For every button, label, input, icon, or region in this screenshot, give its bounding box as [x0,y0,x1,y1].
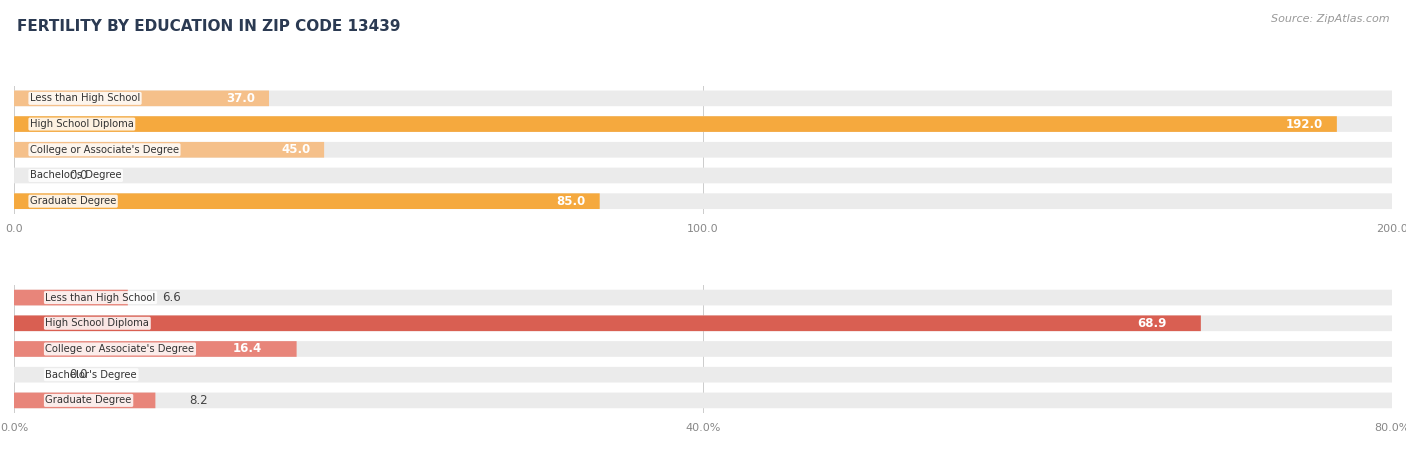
Text: 85.0: 85.0 [557,195,586,208]
FancyBboxPatch shape [14,341,297,357]
FancyBboxPatch shape [14,168,1392,183]
FancyBboxPatch shape [14,290,128,305]
Text: 192.0: 192.0 [1286,117,1323,131]
Text: Graduate Degree: Graduate Degree [45,395,132,405]
FancyBboxPatch shape [14,392,156,408]
FancyBboxPatch shape [14,341,1392,357]
Text: Graduate Degree: Graduate Degree [30,196,117,206]
FancyBboxPatch shape [14,91,1392,106]
FancyBboxPatch shape [14,392,1392,408]
FancyBboxPatch shape [14,290,1392,305]
Text: High School Diploma: High School Diploma [30,119,134,129]
Text: College or Associate's Degree: College or Associate's Degree [30,145,179,155]
FancyBboxPatch shape [14,91,269,106]
Text: 8.2: 8.2 [190,394,208,407]
Text: FERTILITY BY EDUCATION IN ZIP CODE 13439: FERTILITY BY EDUCATION IN ZIP CODE 13439 [17,19,401,34]
Text: 16.4: 16.4 [233,342,262,355]
Text: 37.0: 37.0 [226,92,256,105]
FancyBboxPatch shape [14,116,1392,132]
Text: Source: ZipAtlas.com: Source: ZipAtlas.com [1271,14,1389,24]
Text: High School Diploma: High School Diploma [45,318,149,328]
Text: 68.9: 68.9 [1137,317,1167,330]
Text: Less than High School: Less than High School [30,94,141,104]
Text: 0.0: 0.0 [69,169,87,182]
Text: Bachelor's Degree: Bachelor's Degree [30,171,121,180]
FancyBboxPatch shape [14,315,1201,331]
FancyBboxPatch shape [14,193,1392,209]
Text: Bachelor's Degree: Bachelor's Degree [45,370,136,380]
Text: 6.6: 6.6 [162,291,181,304]
FancyBboxPatch shape [14,315,1392,331]
FancyBboxPatch shape [14,116,1337,132]
FancyBboxPatch shape [14,142,325,158]
Text: College or Associate's Degree: College or Associate's Degree [45,344,194,354]
FancyBboxPatch shape [14,193,600,209]
Text: Less than High School: Less than High School [45,293,156,303]
FancyBboxPatch shape [14,367,1392,382]
Text: 45.0: 45.0 [281,143,311,156]
Text: 0.0: 0.0 [69,368,87,381]
FancyBboxPatch shape [14,142,1392,158]
